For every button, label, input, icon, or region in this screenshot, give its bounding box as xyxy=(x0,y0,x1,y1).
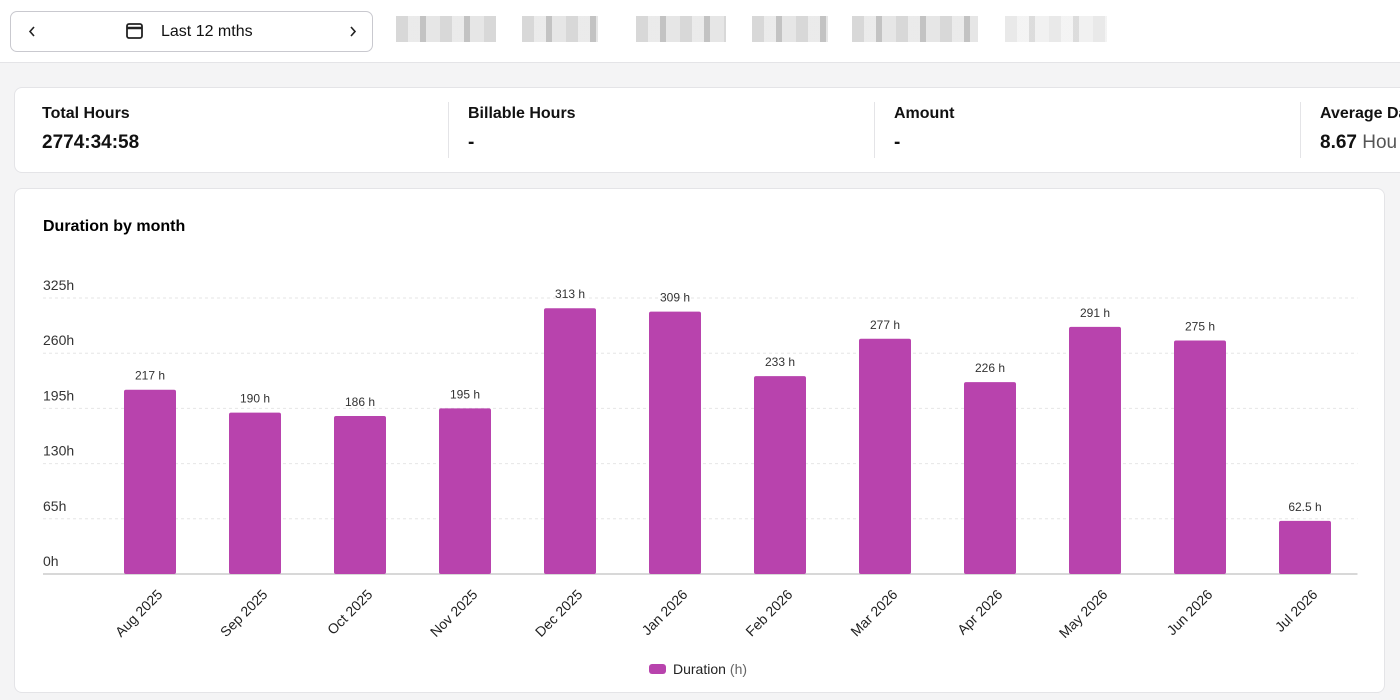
prev-arrow[interactable] xyxy=(28,26,35,37)
x-tick-label: May 2026 xyxy=(1056,586,1111,641)
value-label: 226 h xyxy=(975,361,1005,375)
stat: Amount - xyxy=(894,105,1294,154)
stat-value: - xyxy=(894,132,901,153)
stat: Billable Hours - xyxy=(468,105,868,154)
bar xyxy=(859,338,911,574)
value-label: 195 h xyxy=(450,387,480,401)
bar xyxy=(334,416,386,574)
value-label: 186 h xyxy=(345,395,375,409)
x-tick-label: Nov 2025 xyxy=(427,586,481,640)
stat: Average Da 8.67 Hou xyxy=(1320,105,1400,154)
bar xyxy=(544,308,596,574)
value-label: 309 h xyxy=(660,291,690,305)
bar xyxy=(754,376,806,574)
stat-label: Amount xyxy=(894,105,955,122)
x-tick-label: Dec 2025 xyxy=(532,586,586,640)
stat-label: Total Hours xyxy=(42,105,130,122)
value-label: 275 h xyxy=(1185,319,1215,333)
stats-card: Total Hours 2774:34:58 Billable Hours - Amou… xyxy=(14,87,1400,173)
period-label: Last 12 mths xyxy=(161,23,253,40)
x-tick-label: Aug 2025 xyxy=(112,586,166,640)
chart-title: Duration by month xyxy=(43,218,185,235)
stat-label: Average Da xyxy=(1320,105,1400,122)
hidden-item xyxy=(852,16,978,42)
x-tick-label: Sep 2025 xyxy=(217,586,271,640)
x-tick-label: Jun 2026 xyxy=(1163,586,1215,638)
value-label: 190 h xyxy=(240,392,270,406)
legend-swatch xyxy=(649,664,666,674)
x-tick-label: Jan 2026 xyxy=(638,586,690,638)
bar xyxy=(1279,520,1331,574)
legend-unit: (h) xyxy=(730,661,747,677)
chart: Duration by month 0h 65h 130h 195h 260h 325h 2… xyxy=(43,218,1358,677)
y-tick-label: 130h xyxy=(43,443,74,459)
bar xyxy=(1069,326,1121,574)
hidden-item xyxy=(396,16,496,42)
chart-card: Duration by month 0h 65h 130h 195h 260h 325h 2… xyxy=(14,188,1385,693)
legend-label: Duration (h) xyxy=(673,661,747,677)
value-label: 313 h xyxy=(555,287,585,301)
bar xyxy=(124,389,176,574)
y-tick-label: 325h xyxy=(43,277,74,293)
stat-unit: Hou xyxy=(1362,132,1398,153)
bar xyxy=(964,382,1016,574)
calendar-icon xyxy=(126,23,143,39)
bar xyxy=(229,412,281,574)
value-label: 217 h xyxy=(135,369,165,383)
stat-value: - xyxy=(468,132,475,153)
divider xyxy=(874,102,875,158)
toolbar: Last 12 mths xyxy=(0,0,1400,63)
period-picker[interactable]: Last 12 mths xyxy=(10,11,373,52)
x-tick-label: Oct 2025 xyxy=(324,586,376,638)
value-label: 277 h xyxy=(870,318,900,332)
next-arrow[interactable] xyxy=(350,26,357,37)
y-tick-label: 0h xyxy=(43,553,59,569)
bar xyxy=(1174,340,1226,574)
hidden-item xyxy=(1005,16,1107,42)
bar xyxy=(649,311,701,574)
x-tick-label: Mar 2026 xyxy=(847,586,900,639)
divider xyxy=(1300,102,1301,158)
legend-name: Duration xyxy=(673,661,726,677)
x-tick-label: Jul 2026 xyxy=(1272,586,1321,635)
stat-label: Billable Hours xyxy=(468,105,576,122)
x-tick-label: Apr 2026 xyxy=(954,586,1006,638)
stat-value: 2774:34:58 xyxy=(42,132,140,153)
value-label: 62.5 h xyxy=(1288,500,1321,514)
value-label: 233 h xyxy=(765,355,795,369)
picker-icons xyxy=(28,23,357,39)
stat-value: 8.67 Hou xyxy=(1320,132,1398,153)
stat: Total Hours 2774:34:58 xyxy=(42,105,442,154)
hidden-item xyxy=(636,16,726,42)
x-tick-label: Feb 2026 xyxy=(742,586,795,639)
value-label: 291 h xyxy=(1080,306,1110,320)
hidden-item xyxy=(752,16,828,42)
y-tick-label: 195h xyxy=(43,387,74,403)
divider xyxy=(448,102,449,158)
y-tick-label: 65h xyxy=(43,498,66,514)
y-tick-label: 260h xyxy=(43,332,74,348)
hidden-item xyxy=(522,16,598,42)
bar xyxy=(439,408,491,574)
